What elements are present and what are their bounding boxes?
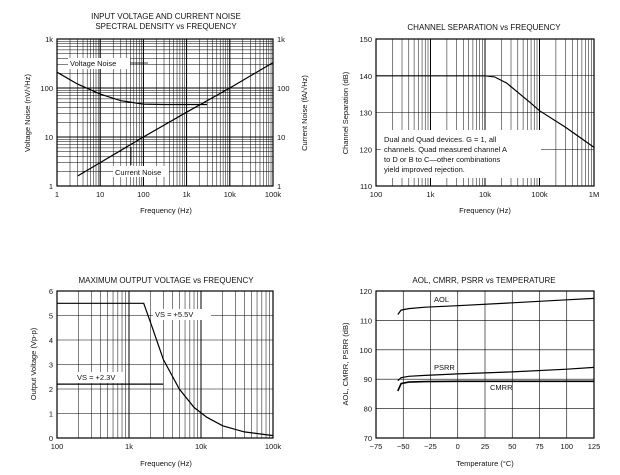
series-current-noise-line — [77, 62, 274, 177]
chart-separation-title: CHANNEL SEPARATION vs FREQUENCY — [407, 23, 561, 32]
vs23-label-bg — [75, 372, 123, 383]
annotation-aol: AOL — [434, 295, 449, 304]
y-tick-label: 80 — [364, 405, 372, 414]
chart-temp-xlabel: Temperature (°C) — [456, 459, 514, 468]
x-tick-label: −75 — [370, 442, 383, 451]
x-tick-label: 100 — [560, 442, 573, 451]
chart-temp-ylabel: AOL, CMRR, PSRR (dB) — [341, 322, 350, 405]
y-tick-label: 70 — [364, 434, 372, 443]
voltage-noise-label-bg — [68, 58, 130, 69]
chart-separation-xlabel: Frequency (Hz) — [459, 206, 511, 215]
chart-temp-frame — [375, 290, 595, 439]
y-tick-label: 0 — [49, 434, 53, 443]
y-tick-label: 100 — [359, 346, 372, 355]
chart-noise-subtitle: SPECTRAL DENSITY vs FREQUENCY — [95, 22, 237, 31]
x-tick-label: 100k — [265, 190, 282, 199]
y-tick-label: 150 — [359, 35, 372, 44]
annotation-cmrr: CMRR — [490, 383, 513, 392]
y-tick-label: 90 — [364, 375, 372, 384]
series-cmrr-line — [397, 380, 594, 392]
chart-separation-frame — [375, 38, 595, 187]
separation-note-line-2: channels. Quad measured channel A — [384, 145, 507, 154]
series-vs-5v5-line — [57, 302, 274, 437]
y-tick-label: 120 — [359, 145, 372, 154]
x-tick-label: 25 — [481, 442, 489, 451]
x-tick-label: 100 — [51, 442, 64, 451]
x-tick-label: −50 — [397, 442, 410, 451]
x-tick-label: 1 — [55, 190, 59, 199]
x-tick-label: 1k — [427, 190, 435, 199]
chart-separation: CHANNEL SEPARATION vs FREQUENCY 100 1k 10k… — [341, 23, 599, 215]
x-tick-label: 1k — [183, 190, 191, 199]
y2-tick-label: 10 — [277, 133, 285, 142]
chart-outvolt-frame — [56, 290, 274, 439]
y-tick-label: 140 — [359, 72, 372, 81]
annotation-psrr: PSRR — [434, 363, 455, 372]
chart-noise-xlabel: Frequency (Hz) — [140, 206, 192, 215]
vs55-label-bg — [153, 309, 211, 320]
x-tick-label: 75 — [535, 442, 543, 451]
chart-noise-frame — [56, 38, 274, 187]
chart-noise-y2label: Current Noise (fA/√Hz) — [300, 75, 309, 151]
x-tick-label: 1k — [125, 442, 133, 451]
y-tick-label: 110 — [360, 316, 372, 325]
separation-note-line-4: yield improved rejection. — [384, 165, 465, 174]
chart-noise-title: INPUT VOLTAGE AND CURRENT NOISE — [91, 12, 241, 21]
x-tick-label: 125 — [588, 442, 601, 451]
x-tick-label: 10 — [96, 190, 104, 199]
series-aol-line — [397, 297, 595, 315]
chart-temp: AOL, CMRR, PSRR vs TEMPERATURE −75 −50 −25… — [341, 276, 600, 468]
y2-tick-label: 1 — [277, 182, 281, 191]
chart-temp-title: AOL, CMRR, PSRR vs TEMPERATURE — [412, 276, 555, 285]
chart-outvolt: MAXIMUM OUTPUT VOLTAGE vs FREQUENCY 100 1… — [29, 276, 281, 468]
y-tick-label: 110 — [360, 182, 372, 191]
chart-outvolt-title: MAXIMUM OUTPUT VOLTAGE vs FREQUENCY — [78, 276, 254, 285]
chart-noise-ylabel: Voltage Noise (nV/√Hz) — [23, 74, 32, 152]
series-voltage-noise-line — [56, 71, 208, 106]
chart-outvolt-xlabel: Frequency (Hz) — [140, 459, 192, 468]
chart-separation-ylabel: Channel Separation (dB) — [341, 71, 350, 154]
annotation-current-noise: Current Noise — [115, 168, 161, 177]
x-tick-label: 0 — [456, 442, 460, 451]
y-tick-label: 10 — [45, 133, 53, 142]
annotation-vs-5v5: VS = +5.5V — [155, 310, 193, 319]
separation-note-bg — [381, 130, 541, 178]
y-tick-label: 5 — [49, 312, 53, 321]
current-noise-label-bg — [113, 166, 169, 177]
x-tick-label: 10k — [195, 442, 207, 451]
y-tick-label: 3 — [49, 361, 53, 370]
x-tick-label: 100 — [137, 190, 150, 199]
y-tick-label: 1k — [45, 35, 53, 44]
y-tick-label: 100 — [40, 84, 53, 93]
series-psrr-line — [397, 366, 595, 382]
chart-outvolt-ylabel: Output Voltage (Vp-p) — [29, 327, 38, 400]
series-channel-separation-line — [376, 75, 595, 148]
x-tick-label: 10k — [479, 190, 491, 199]
x-tick-label: 100 — [370, 190, 383, 199]
y2-tick-label: 1k — [277, 35, 285, 44]
chart-noise: INPUT VOLTAGE AND CURRENT NOISE SPECTRAL… — [23, 12, 309, 215]
y-tick-label: 1 — [49, 182, 53, 191]
separation-note-line-3: to D or B to C—other combinations — [384, 155, 501, 164]
x-tick-label: 100k — [531, 190, 548, 199]
y-tick-label: 1 — [49, 410, 53, 419]
x-tick-label: 50 — [508, 442, 516, 451]
separation-note-line-1: Dual and Quad devices. G = 1, all — [384, 135, 497, 144]
y-tick-label: 2 — [49, 385, 53, 394]
y-tick-label: 130 — [359, 109, 372, 118]
y-tick-label: 120 — [359, 287, 372, 296]
y2-tick-label: 100 — [277, 84, 290, 93]
annotation-voltage-noise: Voltage Noise — [70, 59, 116, 68]
x-tick-label: 10k — [224, 190, 236, 199]
annotation-vs-2v3: VS = +2.3V — [77, 373, 115, 382]
x-tick-label: 1M — [589, 190, 599, 199]
x-tick-label: −25 — [424, 442, 437, 451]
y-tick-label: 6 — [49, 287, 53, 296]
y-tick-label: 4 — [49, 336, 53, 345]
x-tick-label: 100k — [265, 442, 282, 451]
